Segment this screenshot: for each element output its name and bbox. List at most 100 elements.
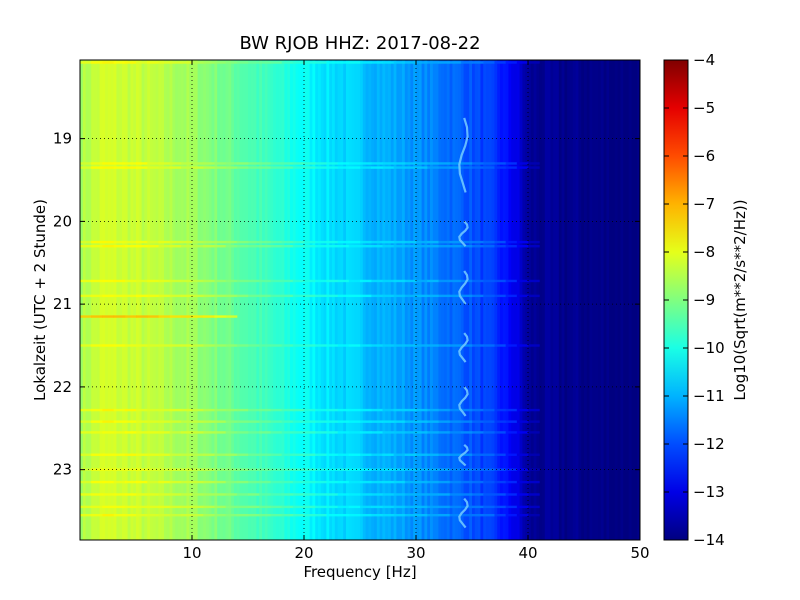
spectrogram-band-cell bbox=[449, 162, 462, 165]
spectrogram-band-cell bbox=[147, 493, 159, 496]
spectrogram-column bbox=[469, 60, 473, 540]
spectrogram-band-cell bbox=[483, 294, 495, 298]
spectrogram-column bbox=[110, 60, 115, 540]
spectrogram-band-cell bbox=[270, 420, 283, 423]
spectrogram-band-cell bbox=[248, 245, 260, 248]
spectrogram-band-cell bbox=[404, 162, 417, 165]
spectrogram-band-cell bbox=[528, 480, 540, 484]
grid-lines bbox=[80, 60, 640, 540]
spectrogram-band-cell bbox=[348, 240, 361, 244]
spectrogram-band-cell bbox=[102, 240, 115, 244]
spectrogram-column bbox=[404, 60, 409, 540]
spectrogram-band-cell bbox=[236, 493, 249, 496]
spectrogram-band-cell bbox=[516, 240, 529, 244]
spectrogram-band-cell bbox=[214, 505, 227, 509]
spectrogram-column bbox=[225, 60, 229, 540]
spectrogram-column bbox=[180, 60, 185, 540]
spectrogram-band-cell bbox=[472, 420, 484, 423]
spectrogram-band-cell bbox=[203, 315, 215, 318]
spectrogram-column bbox=[514, 60, 518, 540]
spectrogram-band-cell bbox=[203, 408, 215, 412]
spectrogram-band-cell bbox=[192, 468, 204, 471]
spectrogram-column bbox=[94, 60, 98, 540]
spectrogram-band-cell bbox=[236, 480, 249, 484]
spectrogram-column bbox=[374, 60, 378, 540]
spectrogram-column bbox=[570, 60, 574, 540]
spectrogram-band-cell bbox=[259, 344, 271, 347]
spectrogram-band-cell bbox=[337, 453, 350, 456]
spectrogram-band-cell bbox=[494, 344, 507, 347]
spectrogram-band-cell bbox=[259, 294, 271, 298]
spectrogram-column bbox=[295, 60, 299, 540]
spectrogram-band-cell bbox=[236, 505, 249, 509]
spectrogram-band-cell bbox=[304, 493, 316, 496]
spectrogram-column bbox=[584, 60, 588, 540]
spectrogram-band-cell bbox=[416, 420, 428, 423]
spectrogram-column bbox=[418, 60, 423, 540]
spectrogram-band-cell bbox=[438, 162, 451, 165]
spectrogram-band-cell bbox=[80, 294, 92, 298]
spectrogram-column bbox=[390, 60, 395, 540]
spectrogram-band-cell bbox=[393, 480, 406, 484]
spectrogram-column bbox=[421, 60, 425, 540]
spectrogram-column bbox=[388, 60, 392, 540]
colorbar-tick-label: −9 bbox=[693, 291, 715, 309]
spectrogram-band-cell bbox=[315, 344, 327, 347]
spectrogram-band-cell bbox=[505, 162, 518, 165]
spectrogram-band-cell bbox=[292, 453, 305, 456]
spectrogram-band-cell bbox=[404, 493, 417, 496]
spectrogram-band-cell bbox=[382, 480, 395, 484]
spectrogram-band-cell bbox=[528, 162, 540, 165]
spectrogram-column bbox=[337, 60, 341, 540]
spectrogram-column bbox=[446, 60, 451, 540]
spectrogram-band-cell bbox=[248, 61, 260, 64]
spectrogram-band-cell bbox=[147, 245, 159, 248]
spectrogram-band-cell bbox=[248, 420, 260, 423]
spectrogram-band-cell bbox=[416, 245, 428, 248]
spectrogram-band-cell bbox=[516, 344, 529, 347]
spectrogram-band-cell bbox=[248, 240, 260, 244]
spectrogram-band-cell bbox=[416, 513, 428, 517]
spectrogram-column bbox=[253, 60, 257, 540]
spectrogram-band-cell bbox=[348, 513, 361, 517]
spectrogram-band-cell bbox=[494, 240, 507, 244]
spectrogram-band-cell bbox=[158, 493, 171, 496]
spectrogram-band-cell bbox=[113, 468, 126, 471]
spectrogram-band-cell bbox=[494, 513, 507, 517]
spectrogram-band-cell bbox=[124, 294, 137, 298]
spectrogram-band-cell bbox=[91, 315, 103, 318]
spectrogram-band-cell bbox=[427, 162, 439, 165]
spectrogram-band-cell bbox=[113, 315, 126, 318]
spectrogram-band-cell bbox=[460, 162, 473, 165]
spectrogram-column bbox=[91, 60, 95, 540]
spectrogram-band-cell bbox=[505, 505, 518, 509]
spectrogram-band-cell bbox=[449, 166, 462, 169]
spectrogram-band-cell bbox=[438, 294, 451, 298]
spectrogram-band-cell bbox=[483, 408, 495, 412]
spectrogram-column bbox=[192, 60, 196, 540]
spectrogram-column bbox=[536, 60, 540, 540]
spectrogram-band-cell bbox=[158, 162, 171, 165]
spectrogram-band-cell bbox=[147, 513, 159, 517]
spectrogram-band-cell bbox=[371, 505, 383, 509]
spectrogram-band-cell bbox=[360, 480, 372, 484]
spectrogram-band-cell bbox=[505, 480, 518, 484]
spectrogram-column bbox=[245, 60, 249, 540]
spectrogram-horizontal-bands bbox=[80, 61, 540, 517]
spectrogram-band-cell bbox=[124, 513, 137, 517]
spectrogram-band-cell bbox=[259, 480, 271, 484]
spectrogram-band-cell bbox=[259, 431, 271, 434]
spectrogram-column bbox=[472, 60, 476, 540]
spectrogram-band-cell bbox=[427, 408, 439, 412]
spectrogram-band-cell bbox=[326, 480, 339, 484]
spectrogram-band-cell bbox=[124, 240, 137, 244]
spectrogram-band-cell bbox=[393, 61, 406, 64]
spectrogram-band-cell bbox=[371, 344, 383, 347]
spectrogram-column bbox=[575, 60, 579, 540]
spectrogram-band-cell bbox=[203, 294, 215, 298]
spectrogram-band-cell bbox=[124, 245, 137, 248]
spectrogram-band-cell bbox=[404, 513, 417, 517]
spectrogram-column bbox=[511, 60, 515, 540]
spectrogram-band-cell bbox=[371, 294, 383, 298]
spectrogram-band-cell bbox=[136, 453, 148, 456]
